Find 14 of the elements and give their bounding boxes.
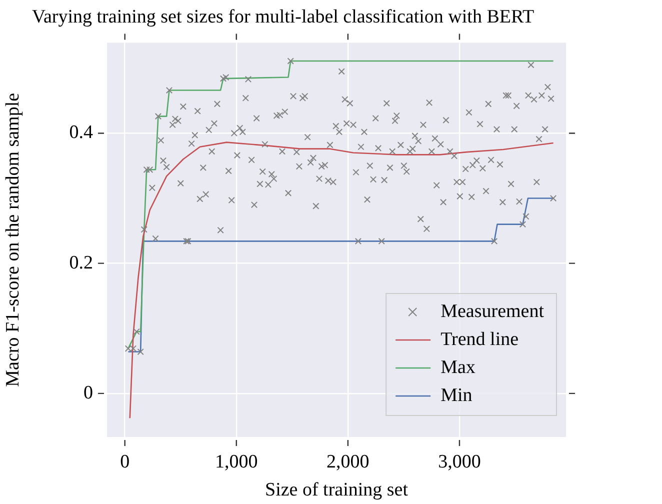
x-tick-label: 2,000 — [326, 451, 370, 472]
chart-title: Varying training set sizes for multi-label classification with BERT — [32, 6, 535, 28]
y-axis-title: Macro F1-score on the random sample — [2, 92, 24, 387]
x-axis-title: Size of training set — [265, 480, 409, 501]
x-tick-label: 3,000 — [438, 451, 481, 472]
legend-label: Measurement — [440, 300, 545, 322]
legend-label: Trend line — [440, 328, 519, 350]
y-tick-label: 0.4 — [69, 122, 94, 144]
y-tick-label: 0 — [84, 382, 93, 404]
x-tick-label: 1,000 — [215, 451, 258, 472]
x-tick-label: 0 — [120, 451, 130, 472]
legend-label: Max — [440, 356, 476, 378]
y-tick-label: 0.2 — [69, 252, 93, 274]
legend-label: Min — [440, 384, 473, 406]
